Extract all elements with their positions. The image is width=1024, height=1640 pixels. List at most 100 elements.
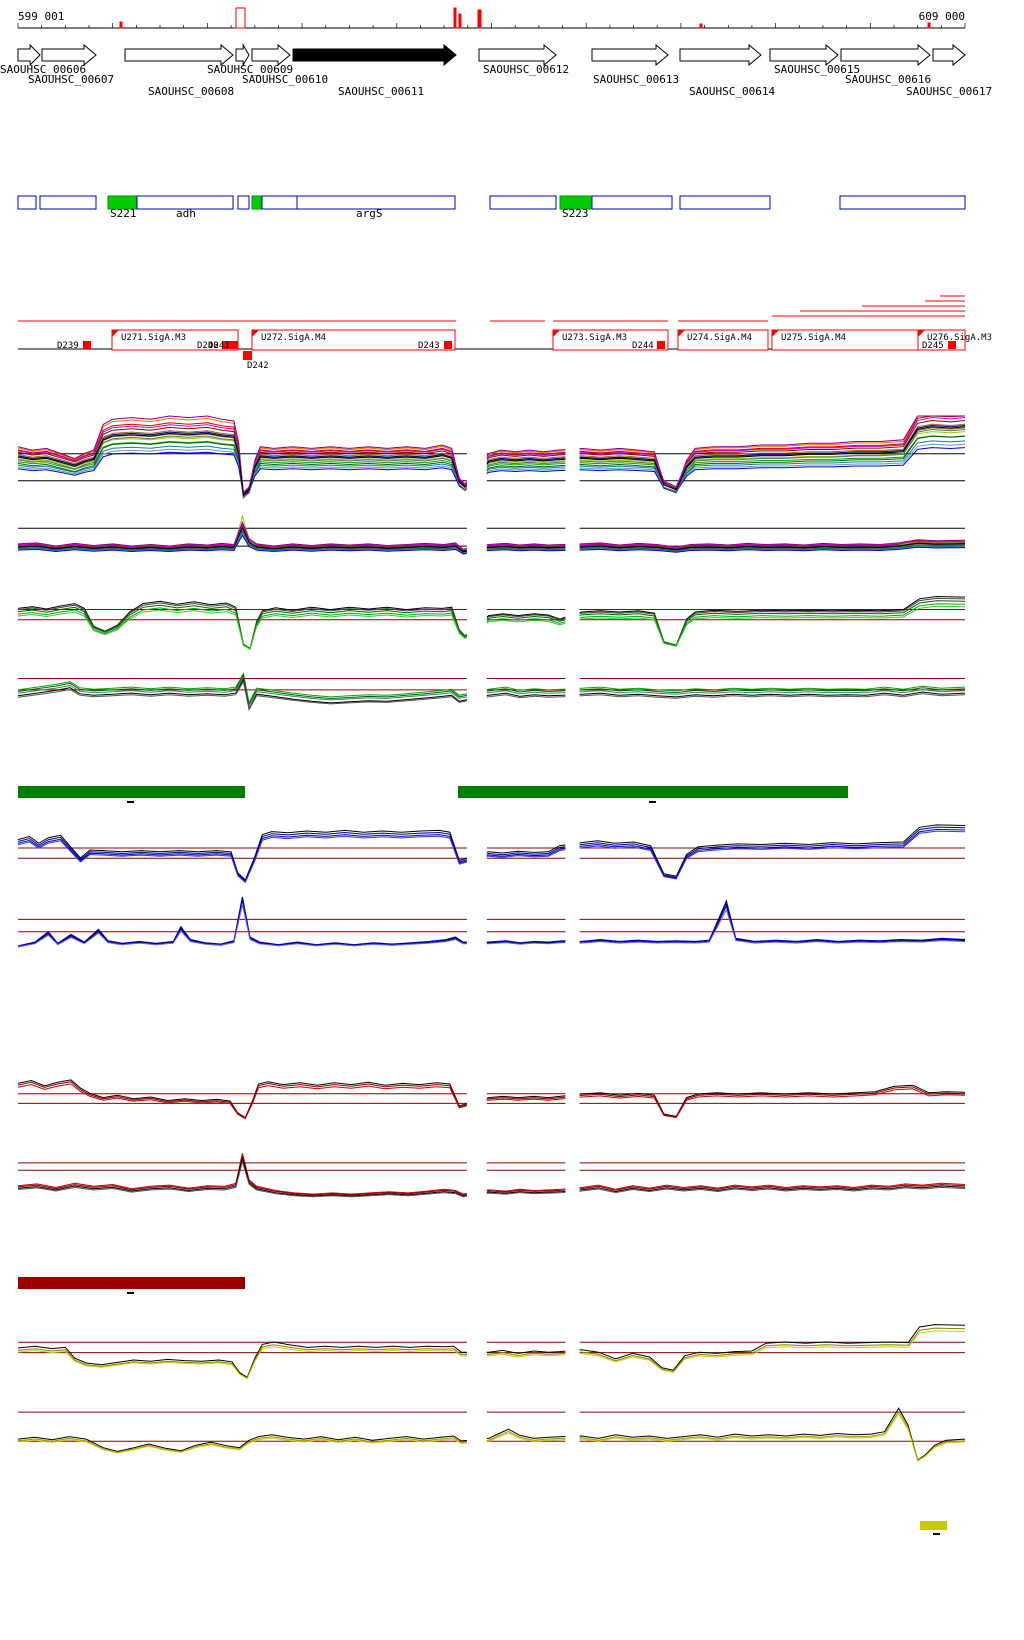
d-label: D241 [208,341,230,351]
gene-label: SAOUHSC_00615 [774,63,860,76]
gene-arrow-SAOUHSC_00617[interactable] [932,43,966,67]
gene-arrow-SAOUHSC_00611[interactable] [292,43,457,67]
utr-flag-icon [772,330,779,337]
gene-arrow-SAOUHSC_00609[interactable] [235,43,250,67]
panel-gap [565,812,580,896]
dark-red-segment-bar-tick [127,1292,134,1294]
gene-arrow-SAOUHSC_00613[interactable] [591,43,669,67]
utr-label: U271.SigA.M3 [121,333,186,343]
ruler-red-mark [699,23,703,29]
panel-gap [466,896,487,978]
signal-series [17,1083,966,1120]
annotation-box-blue[interactable] [237,195,250,210]
annotation-track: S221 adh argS S223 [17,195,966,220]
green-segment-bar-tick [649,801,656,803]
panel-gap [565,1398,580,1480]
utr-box-U274.SigA.M4[interactable] [677,329,769,351]
green-segment-bar[interactable] [18,786,245,798]
signal-track-t7-red-upper [17,1056,966,1136]
gene-label: SAOUHSC_00617 [906,85,992,98]
gene-arrow-SAOUHSC_00616[interactable] [840,43,931,67]
signal-series [17,416,966,494]
gene-label: SAOUHSC_00613 [593,73,679,86]
signal-track-t10-yellow-lower [17,1398,966,1480]
signal-track-t2-all-conditions-flat [17,514,966,581]
gene-arrow-SAOUHSC_00608[interactable] [124,43,234,67]
utr-flag-icon [678,330,685,337]
utr-label: U273.SigA.M3 [562,333,627,343]
signal-series [17,534,966,555]
signal-series [17,1324,966,1379]
annotation-box-blue[interactable] [489,195,557,210]
annotation-box-blue[interactable] [679,195,771,210]
d-mark-D239[interactable] [83,341,91,349]
d-label: D242 [247,361,269,371]
annotation-box-blue[interactable] [591,195,673,210]
gene-label: SAOUHSC_00606 [0,63,86,76]
annotation-box-blue[interactable] [39,195,97,210]
panel-gap [565,1148,580,1228]
utr-flag-icon [252,330,259,337]
dark-red-segment-bar[interactable] [18,1277,245,1289]
signal-series [17,447,966,497]
signal-series [17,897,966,947]
ruler-red-mark [458,13,462,29]
utr-box-U273.SigA.M3[interactable] [552,329,669,351]
signal-series [17,603,966,650]
panel-gap [565,1056,580,1136]
signal-series [17,1159,966,1198]
green-segment-bar[interactable] [458,786,848,798]
utr-box-U271.SigA.M3[interactable] [111,329,239,351]
signal-track-t4-green-gray [17,660,966,736]
signal-track-t9-yellow-upper [17,1316,966,1396]
panel-gap [466,578,487,654]
annotation-box-green[interactable] [251,195,263,210]
gene-label: SAOUHSC_00609 [207,63,293,76]
d-mark-D243[interactable] [444,341,452,349]
d-mark-D244[interactable] [657,341,665,349]
gene-arrow-SAOUHSC_00614[interactable] [679,43,762,67]
signal-series [17,830,966,884]
ruler-red-mark [477,9,482,29]
signal-series [17,1081,966,1120]
utr-flag-icon [112,330,119,337]
d-label: D244 [632,341,654,351]
annotation-box-blue[interactable] [136,195,234,210]
signal-series [17,415,965,498]
utr-box-U272.SigA.M4[interactable] [251,329,456,351]
utr-label: U272.SigA.M4 [261,333,326,343]
gene-arrow-SAOUHSC_00606[interactable] [17,43,41,67]
d-mark-D245[interactable] [948,341,956,349]
gene-arrow-SAOUHSC_00612[interactable] [478,43,557,67]
panel-gap [565,415,580,507]
d-mark-D242[interactable] [243,351,252,360]
ruler-red-mark [927,22,931,29]
utr-label: U276.SigA.M3 [927,333,992,343]
gene-arrow-SAOUHSC_00615[interactable] [769,43,839,67]
panel-gap [466,415,487,507]
annotation-box-blue[interactable] [17,195,37,210]
signal-series [17,415,966,495]
d-mark-D241[interactable] [230,341,238,349]
region-end-label: 609 000 [918,10,965,23]
annotation-box-blue[interactable] [839,195,966,210]
ruler-red-mark [235,7,246,29]
panel-gap [466,812,487,896]
ruler-red-mark [453,7,457,29]
d-mark-D240[interactable] [222,341,230,349]
panel-gap [565,515,580,581]
gene-label: SAOUHSC_00612 [483,63,569,76]
yellow-segment-bar[interactable] [920,1521,947,1530]
panel-gap [565,896,580,978]
d-label: D240 [197,341,219,351]
gene-label: SAOUHSC_00611 [338,85,424,98]
gene-arrow-SAOUHSC_00610[interactable] [251,43,291,67]
signal-series [17,678,966,711]
yellow-segment-bar-tick [933,1533,940,1535]
annotation-box-blue[interactable] [261,195,456,210]
signal-track-t3-green-black [17,578,966,654]
gene-label: SAOUHSC_00610 [242,73,328,86]
gene-arrow-SAOUHSC_00607[interactable] [41,43,97,67]
signal-track-t8-red-lower [17,1148,966,1228]
